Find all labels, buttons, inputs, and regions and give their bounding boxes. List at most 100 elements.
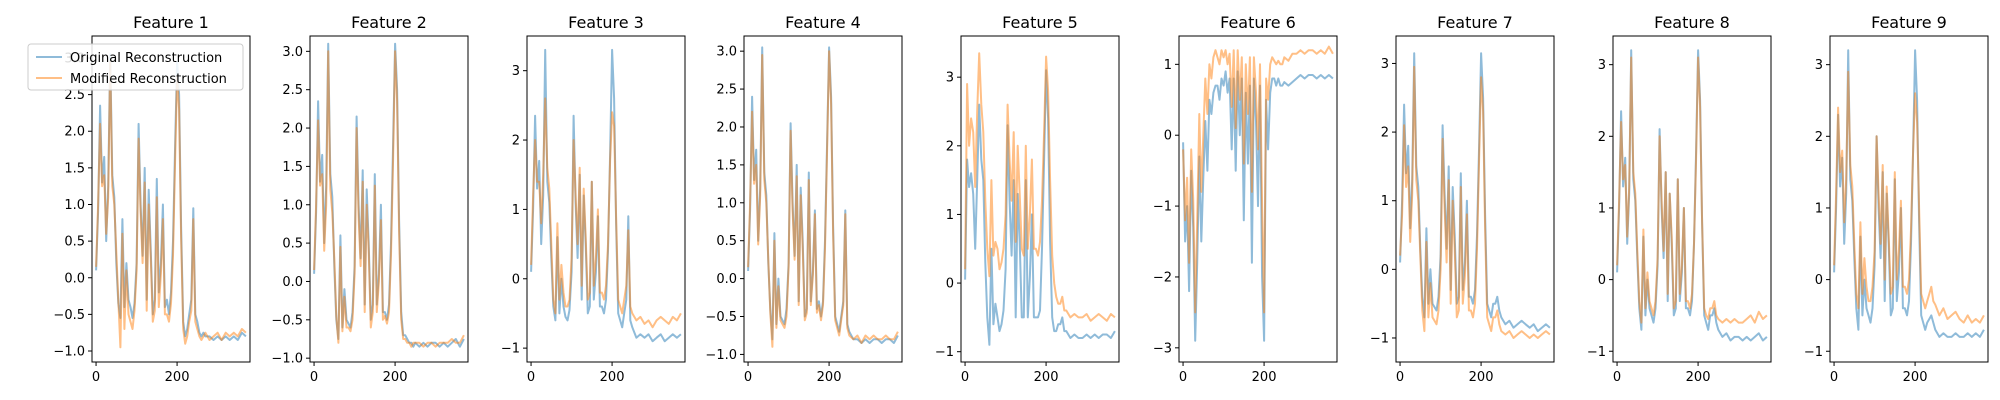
axes-frame (1612, 35, 1772, 363)
y-tick-label: 1 (1381, 194, 1389, 209)
y-tick-label: 2.0 (64, 125, 85, 140)
x-tick-label: 0 (1830, 370, 1838, 385)
series-line-original (964, 69, 1116, 346)
axes-frame (309, 35, 469, 363)
y-tick-label: 1.0 (64, 198, 85, 213)
y-tick-label: −3 (1153, 341, 1172, 356)
y-tick-label: 1 (1164, 58, 1172, 73)
y-tick-label: 3.0 (716, 45, 737, 60)
y-tick-label: −1.0 (705, 348, 737, 363)
series-line-modified (95, 60, 247, 349)
y-tick-label: 2.5 (282, 83, 303, 98)
x-tick-label: 0 (1613, 370, 1621, 385)
x-tick-label: 200 (1034, 370, 1059, 385)
x-tick-label: 0 (310, 370, 318, 385)
y-tick-label: 2.0 (716, 120, 737, 135)
y-tick-label: 3 (1598, 58, 1606, 73)
series-line-modified (747, 50, 899, 348)
legend-box (27, 43, 244, 91)
x-tick-label: 200 (165, 370, 190, 385)
y-tick-label: 2 (512, 134, 520, 149)
series-line-modified (1399, 65, 1551, 339)
axes-frame (1829, 35, 1989, 363)
legend-entry: Modified Reconstruction (70, 72, 227, 87)
x-tick-label: 0 (744, 370, 752, 385)
y-tick-label: −1 (1153, 200, 1172, 215)
subplot-6: Feature 6 −3 −2 −1 0 1 0 200 (1153, 13, 1338, 385)
subplot-title: Feature 2 (351, 13, 427, 32)
axes-frame (960, 35, 1120, 363)
subplot-title: Feature 7 (1437, 13, 1513, 32)
y-tick-label: 2.5 (64, 88, 85, 103)
subplot-3: Feature 3 −1 0 1 2 3 0 200 (501, 13, 686, 385)
y-tick-label: 2 (946, 139, 954, 154)
y-tick-label: −2 (1153, 270, 1172, 285)
y-tick-label: 3.0 (282, 45, 303, 60)
y-tick-label: 0 (1815, 273, 1823, 288)
axes-frame (1395, 35, 1555, 363)
y-tick-label: 0 (1381, 263, 1389, 278)
x-tick-label: 200 (383, 370, 408, 385)
subplot-title: Feature 6 (1220, 13, 1296, 32)
axes-frame (526, 35, 686, 363)
axes-frame (91, 35, 251, 363)
axes-frame (1178, 35, 1338, 363)
series-line-modified (530, 97, 682, 329)
y-tick-label: 1.0 (282, 198, 303, 213)
y-tick-label: 1 (1598, 201, 1606, 216)
y-tick-label: −1 (1587, 345, 1606, 360)
legend-entry: Original Reconstruction (70, 51, 222, 66)
subplot-title: Feature 9 (1871, 13, 1947, 32)
x-tick-label: 200 (817, 370, 842, 385)
y-tick-label: 1 (946, 208, 954, 223)
series-line-modified (1833, 70, 1985, 324)
subplot-title: Feature 4 (785, 13, 861, 32)
subplot-5: Feature 5 −1 0 1 2 3 0 200 (935, 13, 1120, 385)
y-tick-label: 3 (1815, 58, 1823, 73)
y-tick-label: 1.5 (716, 158, 737, 173)
y-tick-label: 3 (946, 71, 954, 86)
series-line-modified (964, 52, 1116, 322)
x-tick-label: 200 (1469, 370, 1494, 385)
y-tick-label: 1 (1815, 201, 1823, 216)
x-tick-label: 0 (1396, 370, 1404, 385)
x-tick-label: 0 (527, 370, 535, 385)
y-tick-label: 0.5 (716, 234, 737, 249)
y-tick-label: 0.5 (64, 235, 85, 250)
y-tick-label: −1 (1370, 331, 1389, 346)
y-tick-label: −0.5 (271, 313, 303, 328)
x-tick-label: 200 (1252, 370, 1277, 385)
y-tick-label: −1 (1804, 345, 1823, 360)
series-line-modified (313, 50, 465, 348)
y-tick-label: −1 (935, 345, 954, 360)
y-tick-label: 0.5 (282, 237, 303, 252)
subplot-title: Feature 1 (133, 13, 209, 32)
y-tick-label: −0.5 (705, 310, 737, 325)
y-tick-label: 1.5 (64, 161, 85, 176)
y-tick-label: 3 (512, 64, 520, 79)
y-tick-label: 1 (512, 203, 520, 218)
y-tick-label: 3 (1381, 57, 1389, 72)
x-tick-label: 0 (1179, 370, 1187, 385)
y-tick-label: 2 (1381, 126, 1389, 141)
y-tick-label: 2.5 (716, 83, 737, 98)
y-tick-label: 0.0 (282, 275, 303, 290)
subplot-2: Feature 2 −1.0 −0.5 0.0 0.5 1.0 1.5 2.0 2.5 3.0 0 2… (271, 13, 469, 385)
x-tick-label: 0 (92, 370, 100, 385)
axes-frame (743, 35, 903, 363)
y-tick-label: 0 (1164, 129, 1172, 144)
x-tick-label: 200 (600, 370, 625, 385)
subplot-title: Feature 3 (568, 13, 644, 32)
y-tick-label: −1 (501, 342, 520, 357)
subplot-7: Feature 7 −1 0 1 2 3 0 200 (1370, 13, 1555, 385)
y-tick-label: 2 (1815, 130, 1823, 145)
subplot-8: Feature 8 −1 0 1 2 3 0 200 (1587, 13, 1772, 385)
y-tick-label: 0 (1598, 273, 1606, 288)
x-tick-label: 200 (1686, 370, 1711, 385)
y-tick-label: 2 (1598, 130, 1606, 145)
y-tick-label: 2.0 (282, 122, 303, 137)
x-tick-label: 0 (961, 370, 969, 385)
subplot-title: Feature 8 (1654, 13, 1730, 32)
y-tick-label: −0.5 (53, 308, 85, 323)
